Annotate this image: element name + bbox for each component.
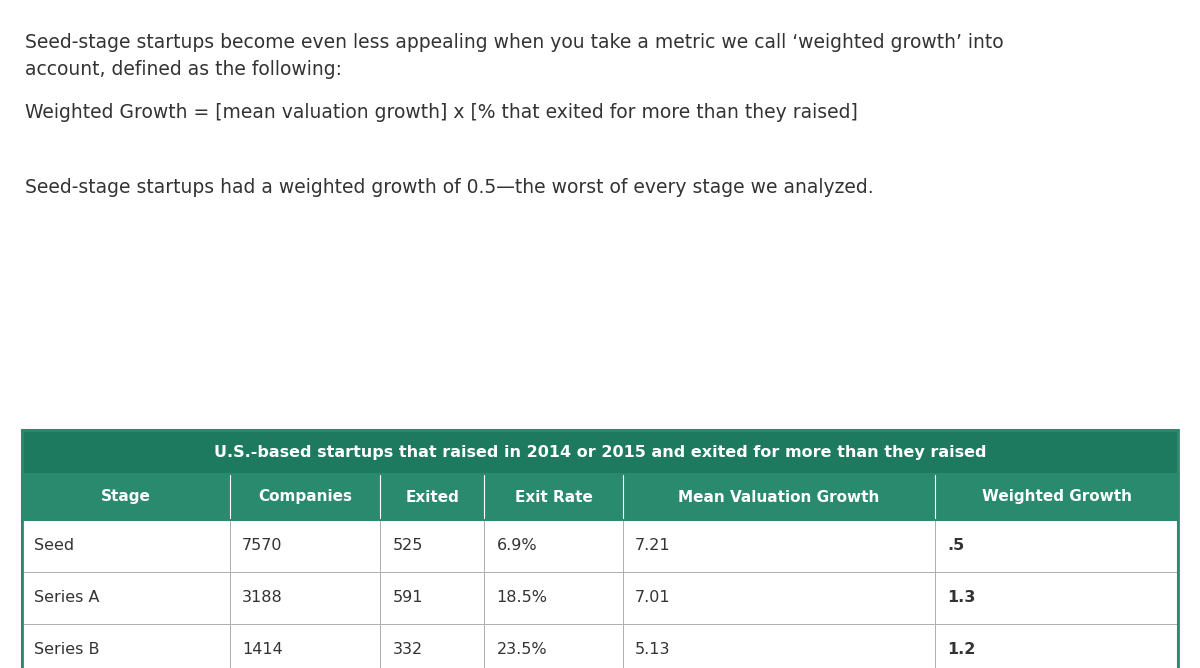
Bar xyxy=(22,430,1178,474)
Bar xyxy=(623,572,935,624)
Bar xyxy=(380,520,485,572)
Text: 6.9%: 6.9% xyxy=(497,538,538,554)
Text: 525: 525 xyxy=(392,538,422,554)
Text: 1.2: 1.2 xyxy=(947,643,976,657)
Bar xyxy=(230,624,380,668)
Bar xyxy=(623,624,935,668)
Bar xyxy=(485,520,623,572)
Text: .5: .5 xyxy=(947,538,965,554)
Text: 23.5%: 23.5% xyxy=(497,643,547,657)
Text: Stage: Stage xyxy=(101,490,151,504)
Bar xyxy=(380,474,485,520)
Bar xyxy=(935,572,1178,624)
Text: 1414: 1414 xyxy=(242,643,283,657)
Bar xyxy=(485,572,623,624)
Bar xyxy=(22,624,230,668)
Bar xyxy=(230,572,380,624)
Text: Exit Rate: Exit Rate xyxy=(515,490,593,504)
Bar xyxy=(22,474,230,520)
Bar xyxy=(623,474,935,520)
Text: Exited: Exited xyxy=(406,490,460,504)
Text: 7.01: 7.01 xyxy=(635,591,671,605)
Text: Mean Valuation Growth: Mean Valuation Growth xyxy=(678,490,880,504)
Text: 5.13: 5.13 xyxy=(635,643,671,657)
Text: 18.5%: 18.5% xyxy=(497,591,547,605)
Text: 1.3: 1.3 xyxy=(947,591,976,605)
Text: 591: 591 xyxy=(392,591,422,605)
Bar xyxy=(380,572,485,624)
Text: Weighted Growth: Weighted Growth xyxy=(982,490,1132,504)
Text: Series B: Series B xyxy=(34,643,100,657)
Bar xyxy=(230,520,380,572)
Text: Companies: Companies xyxy=(258,490,353,504)
Bar xyxy=(22,520,230,572)
Text: Seed: Seed xyxy=(34,538,74,554)
Bar xyxy=(935,474,1178,520)
Bar xyxy=(230,474,380,520)
Text: Seed-stage startups had a weighted growth of 0.5—the worst of every stage we ana: Seed-stage startups had a weighted growt… xyxy=(25,178,874,197)
Bar xyxy=(485,624,623,668)
Bar xyxy=(935,520,1178,572)
Bar xyxy=(485,474,623,520)
Bar xyxy=(380,624,485,668)
Text: 3188: 3188 xyxy=(242,591,283,605)
Text: U.S.-based startups that raised in 2014 or 2015 and exited for more than they ra: U.S.-based startups that raised in 2014 … xyxy=(214,444,986,460)
Bar xyxy=(935,624,1178,668)
Bar xyxy=(22,430,1178,668)
Text: Weighted Growth = [mean valuation growth] x [% that exited for more than they ra: Weighted Growth = [mean valuation growth… xyxy=(25,103,858,122)
Bar xyxy=(623,520,935,572)
Text: Seed-stage startups become even less appealing when you take a metric we call ‘w: Seed-stage startups become even less app… xyxy=(25,33,1003,79)
Bar xyxy=(22,572,230,624)
Text: Series A: Series A xyxy=(34,591,100,605)
Text: 7570: 7570 xyxy=(242,538,282,554)
Text: 7.21: 7.21 xyxy=(635,538,671,554)
Bar xyxy=(22,430,1178,668)
Text: 332: 332 xyxy=(392,643,422,657)
